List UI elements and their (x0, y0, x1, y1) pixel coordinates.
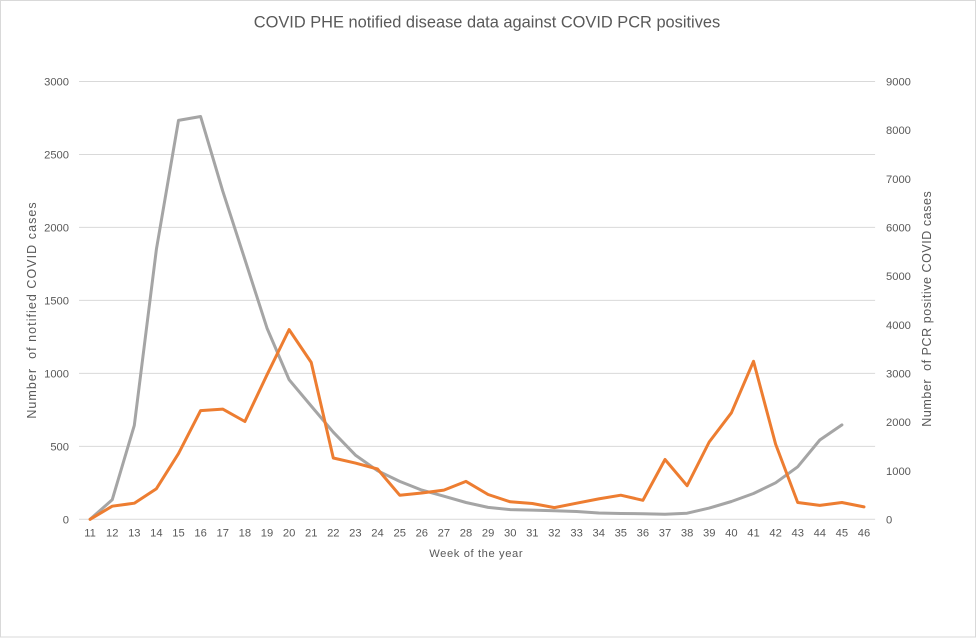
svg-text:31: 31 (526, 528, 538, 540)
svg-text:43: 43 (791, 528, 803, 540)
svg-text:3000: 3000 (886, 368, 911, 380)
svg-text:16: 16 (194, 528, 206, 540)
svg-text:4000: 4000 (886, 320, 911, 332)
svg-text:9000: 9000 (886, 77, 911, 89)
svg-text:42: 42 (769, 528, 781, 540)
svg-text:5000: 5000 (886, 271, 911, 283)
svg-text:7000: 7000 (886, 174, 911, 186)
svg-text:36: 36 (637, 528, 649, 540)
svg-text:38: 38 (681, 528, 693, 540)
svg-text:1500: 1500 (44, 296, 69, 308)
svg-text:21: 21 (305, 528, 317, 540)
svg-text:Week of the year: Week of the year (429, 548, 523, 560)
svg-text:17: 17 (216, 528, 228, 540)
svg-text:COVID PHE notified disease dat: COVID PHE notified disease data against … (254, 14, 720, 32)
svg-text:19: 19 (261, 528, 273, 540)
svg-text:0: 0 (886, 514, 892, 526)
svg-text:24: 24 (371, 528, 383, 540)
svg-text:15: 15 (172, 528, 184, 540)
svg-text:6000: 6000 (886, 223, 911, 235)
svg-text:22: 22 (327, 528, 339, 540)
svg-text:30: 30 (504, 528, 516, 540)
svg-text:32: 32 (548, 528, 560, 540)
svg-text:20: 20 (283, 528, 295, 540)
svg-text:26: 26 (416, 528, 428, 540)
svg-text:18: 18 (239, 528, 251, 540)
svg-text:11: 11 (84, 528, 96, 540)
svg-text:23: 23 (349, 528, 361, 540)
svg-text:25: 25 (393, 528, 405, 540)
svg-text:Number of notified COVID case: Number of notified COVID cases (25, 201, 39, 418)
svg-text:45: 45 (836, 528, 848, 540)
svg-text:3000: 3000 (44, 77, 69, 89)
svg-text:41: 41 (747, 528, 759, 540)
svg-text:29: 29 (482, 528, 494, 540)
svg-text:500: 500 (50, 441, 69, 453)
svg-text:Number of PCR positive COVID: Number of PCR positive COVID cases (920, 191, 934, 427)
svg-text:39: 39 (703, 528, 715, 540)
svg-text:1000: 1000 (44, 368, 69, 380)
svg-text:13: 13 (128, 528, 140, 540)
svg-text:0: 0 (63, 514, 69, 526)
svg-text:33: 33 (570, 528, 582, 540)
svg-text:12: 12 (106, 528, 118, 540)
svg-text:37: 37 (659, 528, 671, 540)
svg-text:2000: 2000 (886, 417, 911, 429)
svg-text:46: 46 (858, 528, 870, 540)
svg-text:35: 35 (615, 528, 627, 540)
svg-text:34: 34 (592, 528, 604, 540)
svg-text:1000: 1000 (886, 466, 911, 478)
svg-text:2500: 2500 (44, 150, 69, 162)
svg-text:8000: 8000 (886, 125, 911, 137)
svg-text:2000: 2000 (44, 223, 69, 235)
svg-text:40: 40 (725, 528, 737, 540)
svg-text:28: 28 (460, 528, 472, 540)
svg-text:14: 14 (150, 528, 162, 540)
svg-text:27: 27 (438, 528, 450, 540)
svg-text:44: 44 (814, 528, 826, 540)
